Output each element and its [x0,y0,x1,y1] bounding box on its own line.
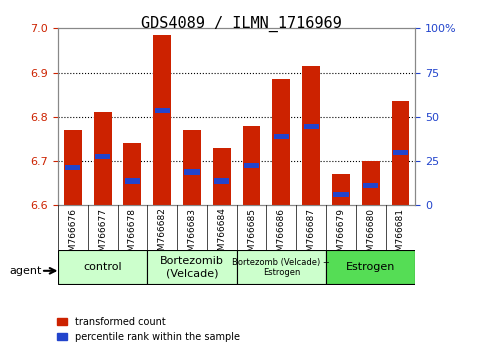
Text: GSM766684: GSM766684 [217,207,226,262]
Bar [274,134,289,139]
Bar [272,79,290,205]
Text: GSM766687: GSM766687 [307,207,315,263]
FancyBboxPatch shape [326,250,415,284]
Text: GDS4089 / ILMN_1716969: GDS4089 / ILMN_1716969 [141,16,342,32]
Bar [95,154,110,159]
Text: GSM766679: GSM766679 [337,207,345,263]
Text: GSM766680: GSM766680 [366,207,375,263]
Bar [214,178,229,184]
Bar [333,192,349,197]
Bar [65,165,81,170]
Text: Estrogen: Estrogen [346,262,396,272]
Bar [242,126,260,205]
Bar [124,143,142,205]
Bar [94,113,112,205]
Bar [332,175,350,205]
Bar [392,101,410,205]
Bar [185,170,199,175]
Text: GSM766683: GSM766683 [187,207,197,263]
Bar [64,130,82,205]
Text: control: control [84,262,122,272]
FancyBboxPatch shape [58,250,147,284]
FancyBboxPatch shape [237,250,326,284]
Bar [183,130,201,205]
Legend: transformed count, percentile rank within the sample: transformed count, percentile rank withi… [53,313,243,346]
Bar [393,150,408,155]
Text: GSM766682: GSM766682 [158,207,167,262]
Text: GSM766685: GSM766685 [247,207,256,263]
FancyBboxPatch shape [147,250,237,284]
Text: GSM766681: GSM766681 [396,207,405,263]
Text: Bortezomib
(Velcade): Bortezomib (Velcade) [160,256,224,278]
Text: GSM766686: GSM766686 [277,207,286,263]
Text: GSM766678: GSM766678 [128,207,137,263]
Bar [125,178,140,184]
Text: Bortezomb (Velcade) +
Estrogen: Bortezomb (Velcade) + Estrogen [232,258,330,277]
Bar [362,161,380,205]
Bar [303,124,319,129]
Bar [213,148,231,205]
Bar [302,66,320,205]
Text: GSM766677: GSM766677 [98,207,107,263]
Bar [363,183,378,188]
Text: GSM766676: GSM766676 [69,207,77,263]
Bar [244,163,259,168]
Bar [155,108,170,113]
Bar [153,35,171,205]
Text: agent: agent [10,266,42,276]
